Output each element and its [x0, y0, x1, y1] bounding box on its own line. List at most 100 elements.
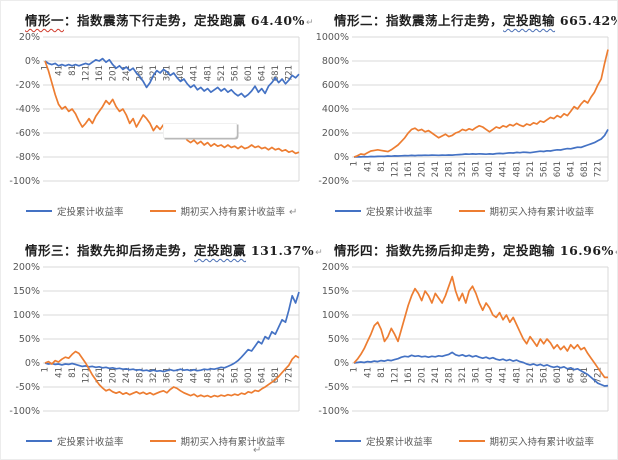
title-value: 131.37% [246, 243, 315, 258]
title-desc: ：指数先扬后抑走势， [373, 243, 504, 258]
legend-item-buyhold: 期初买入持有累计收益率 [149, 434, 286, 448]
svg-text:-50%: -50% [324, 382, 349, 393]
svg-text:121: 121 [390, 367, 400, 383]
title-value: 16.96% [555, 243, 614, 258]
chart-panel-scenario-1: 情形一：指数震荡下行走势，定投跑赢 64.40%↵ 20% 0% -20% -40% -… [1, 1, 313, 231]
legend-label-buyhold: 期初买入持有累计收益率 [180, 437, 286, 448]
svg-text:321: 321 [458, 161, 468, 177]
svg-text:150%: 150% [322, 286, 349, 297]
legend-label-dca: 定投累计收益率 [365, 437, 433, 448]
svg-text:200%: 200% [322, 262, 349, 273]
svg-text:-100%: -100% [9, 406, 40, 417]
svg-text:1000%: 1000% [316, 32, 349, 43]
svg-text:600%: 600% [322, 80, 349, 91]
svg-text:41: 41 [54, 367, 64, 378]
svg-text:241: 241 [122, 65, 132, 81]
svg-text:641: 641 [566, 367, 576, 383]
legend-item-buyhold: 期初买入持有累计收益率 [149, 204, 285, 218]
svg-text:681: 681 [271, 367, 281, 383]
svg-text:1: 1 [41, 367, 51, 372]
svg-text:201: 201 [417, 367, 427, 383]
title-case: 情形四 [334, 243, 374, 258]
svg-text:241: 241 [431, 161, 441, 177]
svg-text:100%: 100% [13, 310, 40, 321]
svg-text:201: 201 [108, 367, 118, 383]
line-chart-scenario-1: 20% 0% -20% -40% -60% -80% -100% 1 41 81 121 161 201… [5, 31, 307, 203]
svg-text:-40%: -40% [15, 104, 40, 115]
svg-text:721: 721 [285, 367, 295, 383]
svg-text:281: 281 [445, 161, 455, 177]
svg-text:281: 281 [445, 367, 455, 383]
title-value: 64.40% [246, 13, 305, 28]
svg-text:521: 521 [217, 65, 227, 81]
svg-text:0%: 0% [334, 358, 349, 369]
svg-text:100%: 100% [322, 310, 349, 321]
svg-text:1: 1 [350, 161, 360, 166]
svg-text:41: 41 [363, 367, 373, 378]
legend-item-buyhold: 期初买入持有累计收益率 [458, 434, 594, 448]
paragraph-mark-icon: ↵ [289, 207, 298, 218]
legend-item-dca: 定投累计收益率 [25, 204, 124, 218]
legend-item-dca: 定投累计收益率 [334, 434, 433, 448]
svg-text:81: 81 [68, 367, 78, 378]
svg-text:481: 481 [203, 367, 213, 383]
svg-text:50%: 50% [19, 334, 40, 345]
chart-panel-scenario-4: 情形四：指数先扬后抑走势，定投跑输 16.96%↵ 200%150%100%50… [310, 231, 617, 459]
svg-text:601: 601 [244, 65, 254, 81]
title-colon: ： [64, 13, 78, 28]
svg-text:401: 401 [176, 367, 186, 383]
title-desc: ：指数先抑后扬走势， [64, 243, 195, 258]
svg-text:201: 201 [417, 161, 427, 177]
title-result: 定投跑输 [503, 243, 556, 258]
chart-panel-scenario-2: 情形二：指数震荡上行走势，定投跑输 665.42%↵ 1000% 800% 600%… [310, 1, 617, 231]
svg-text:641: 641 [566, 161, 576, 177]
paragraph-mark-icon: ↵ [315, 248, 324, 258]
buyhold-line-swatch [458, 440, 485, 442]
svg-text:601: 601 [553, 161, 563, 177]
white-box-artifact [163, 123, 237, 138]
chart-legend: 定投累计收益率 期初买入持有累计收益率 [310, 434, 617, 448]
svg-text:-60%: -60% [15, 128, 40, 139]
paragraph-mark-icon: ↵ [615, 248, 617, 258]
svg-text:601: 601 [244, 367, 254, 383]
line-chart-scenario-2: 1000% 800% 600% 400% 200% 0% -200% 1 41 81 121 161 2… [314, 31, 616, 203]
chart-title-scenario-1: 情形一：指数震荡下行走势，定投跑赢 64.40%↵ [1, 1, 313, 31]
svg-text:1: 1 [41, 65, 51, 70]
chart-legend: 定投累计收益率 期初买入持有累计收益率 [1, 434, 310, 448]
buyhold-line-swatch [149, 210, 176, 212]
svg-text:-20%: -20% [15, 80, 40, 91]
title-desc: ：指数震荡上行走势， [373, 13, 504, 28]
svg-text:161: 161 [404, 161, 414, 177]
svg-text:20%: 20% [19, 32, 40, 43]
chart-legend: 定投累计收益率 期初买入持有累计收益率 [310, 204, 617, 218]
svg-text:441: 441 [499, 367, 509, 383]
svg-text:81: 81 [68, 65, 78, 76]
buyhold-line-swatch [458, 210, 485, 212]
svg-text:281: 281 [136, 65, 146, 81]
chart-title-scenario-2: 情形二：指数震荡上行走势，定投跑输 665.42%↵ [310, 1, 617, 31]
svg-text:521: 521 [217, 367, 227, 383]
svg-text:241: 241 [431, 367, 441, 383]
svg-text:201: 201 [108, 65, 118, 81]
legend-label-buyhold: 期初买入持有累计收益率 [489, 207, 595, 218]
svg-text:-100%: -100% [318, 406, 349, 417]
svg-text:800%: 800% [322, 56, 349, 67]
svg-text:561: 561 [539, 161, 549, 177]
chart-panel-scenario-3: 情形三：指数先抑后扬走势，定投跑赢 131.37%↵ 200% 150% 100% 5… [1, 231, 322, 459]
title-desc: 指数震荡下行走势， [77, 13, 195, 28]
svg-text:401: 401 [485, 161, 495, 177]
dca-line-swatch [25, 210, 52, 212]
svg-text:441: 441 [190, 65, 200, 81]
title-result-underlined: 定投跑输 [503, 13, 556, 28]
svg-text:-80%: -80% [15, 152, 40, 163]
svg-text:161: 161 [95, 65, 105, 81]
svg-text:121: 121 [390, 161, 400, 177]
svg-text:41: 41 [54, 65, 64, 76]
svg-text:281: 281 [136, 367, 146, 383]
svg-text:321: 321 [149, 367, 159, 383]
svg-text:200%: 200% [13, 262, 40, 273]
svg-text:441: 441 [190, 367, 200, 383]
title-result: 定投跑赢 [194, 13, 247, 28]
svg-text:41: 41 [363, 161, 373, 172]
